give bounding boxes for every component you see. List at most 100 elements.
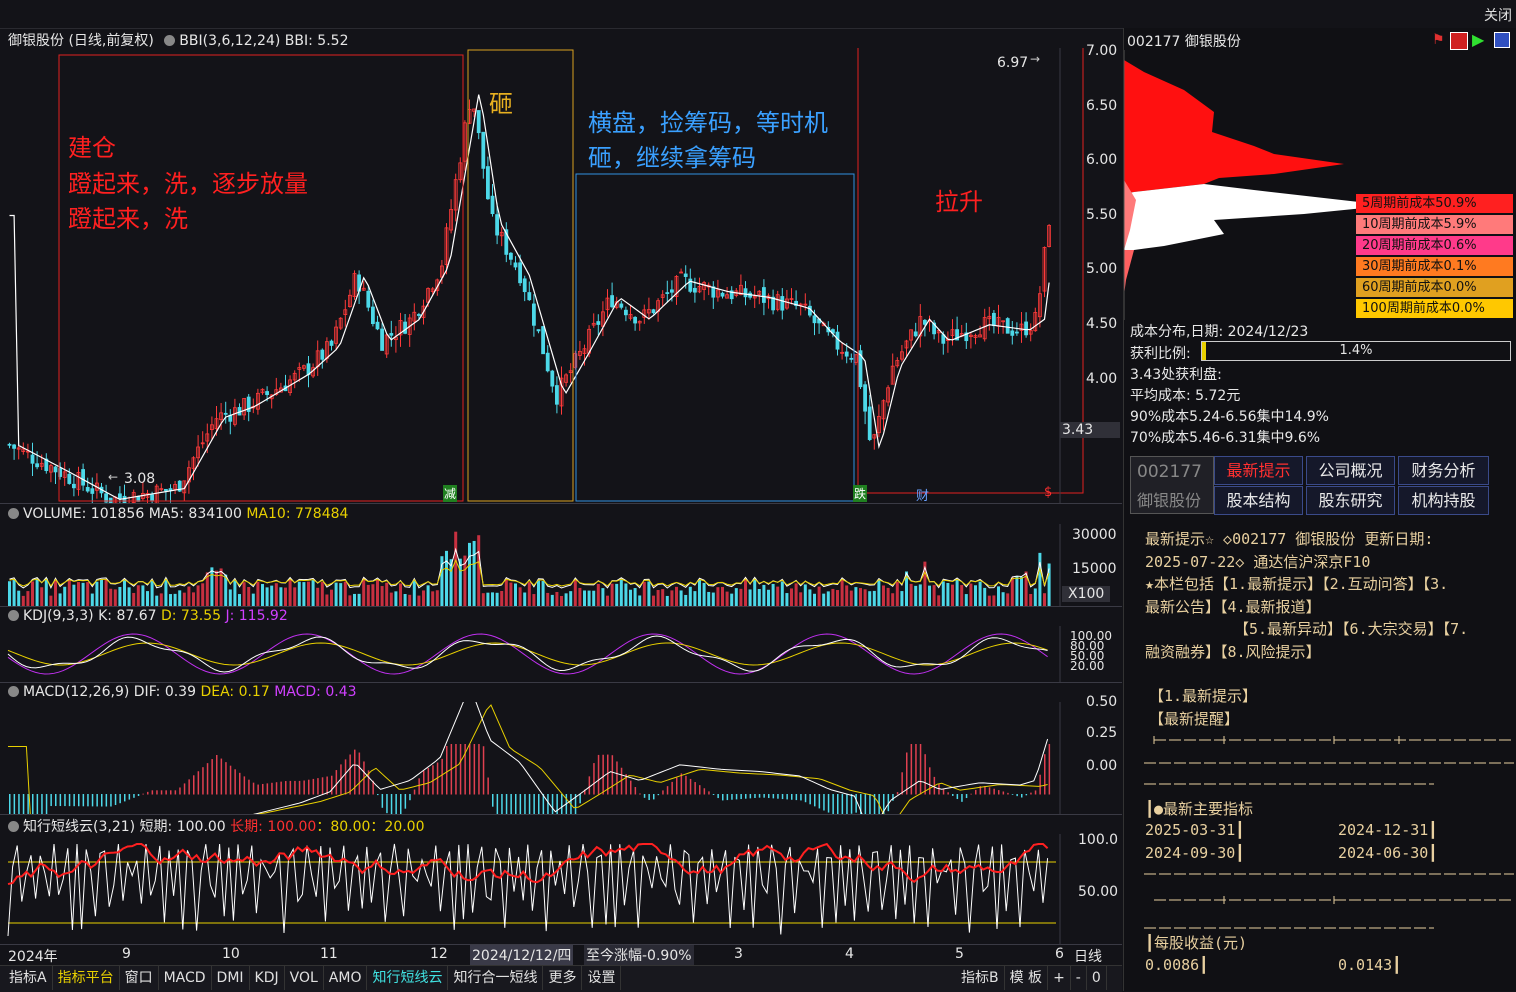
play-icon[interactable]: ▶ [1472,30,1485,49]
f10-line: 融资融券】【8.风险提示】 [1145,643,1321,661]
tab-more[interactable]: 更多 [543,966,583,990]
f10-latest-button[interactable]: 最新提示 [1214,456,1303,485]
candle [762,287,766,303]
candle [844,351,849,357]
indicator-toggle-icon[interactable] [8,821,19,832]
macd-bar [478,744,480,795]
volume-bar [215,570,218,606]
tab-amo[interactable]: AMO [324,966,368,990]
candle [1010,330,1015,336]
time-tick: 5 [955,946,964,962]
volume-bar [21,595,25,606]
candle [973,335,978,338]
tab-indicator-platform[interactable]: 指标平台 [53,966,120,990]
tab-indicator-b[interactable]: 指标B [956,966,1005,990]
volume-bar [136,585,140,606]
indicator-toggle-icon[interactable] [8,686,19,697]
cost-distribution-chart[interactable] [1124,50,1364,320]
candle [982,317,987,340]
macd-bar [634,787,637,795]
f10-holders-button[interactable]: 股东研究 [1306,486,1395,515]
time-axis: 2024年 9 10 11 12 2024/12/12/四 至今涨幅-0.90%… [0,945,1122,965]
macd-bar [979,786,982,795]
chart-area[interactable]: 御银股份 (日线,前复权) BBI(3,6,12,24) BBI: 5.52 7… [0,28,1122,965]
event-fin[interactable]: 财 [916,489,930,504]
macd-bar [712,794,715,795]
tab-indicator-a[interactable]: 指标A [4,966,53,990]
flag-icon[interactable]: ⚑ [1432,32,1445,48]
candle [118,493,122,500]
volume-bar [592,590,596,606]
period-label[interactable]: 日线 [1074,949,1102,965]
tab-settings[interactable]: 设置 [582,966,622,990]
volume-bar [721,586,724,606]
f10-company-button[interactable]: 公司概况 [1306,456,1395,485]
macd-bar [202,767,204,795]
tab-zhixing-short[interactable]: 知行合一短线 [448,966,544,990]
volume-bar [679,590,683,606]
volume-bar [242,582,246,606]
f10-equity-button[interactable]: 股本结构 [1214,486,1303,515]
close-button[interactable]: 关闭 [1484,8,1512,24]
macd-bar [78,794,80,807]
zoom-in-button[interactable]: + [1048,966,1071,990]
volume-bar [624,583,628,606]
tab-kdj[interactable]: KDJ [250,966,285,990]
cloud-chart[interactable] [0,834,1122,944]
volume-bar [123,579,126,606]
kdj-tick: 80.00 [1070,639,1105,653]
volume-bar [270,585,274,606]
volume-bar [1038,552,1042,606]
macd-bar [427,768,430,795]
candle [955,329,959,341]
volume-bar [357,593,361,606]
tab-template[interactable]: 模 板 [1005,966,1049,990]
kdj-name: KDJ(9,3,3) [23,608,94,624]
tab-window[interactable]: 窗口 [120,966,159,990]
volume-bar [132,592,136,606]
f10-institution-button[interactable]: 机构持股 [1398,486,1489,515]
candle [196,446,201,459]
volume-bar [707,591,711,606]
macd-chart[interactable] [0,702,1122,814]
tab-macd[interactable]: MACD [159,966,212,990]
volume-chart[interactable] [0,524,1122,606]
macd-bar [381,794,384,808]
volume-bar [72,584,76,606]
candle [688,278,693,292]
volume-bar [376,579,379,606]
event-reduce[interactable]: 减 [443,485,458,502]
bbi-indicator: BBI(3,6,12,24) [179,33,281,49]
indicator-toggle-icon[interactable] [8,610,19,621]
candle [950,329,955,336]
volume-bar [146,591,149,606]
volume-bar [767,589,770,606]
volume-bar [693,591,697,606]
candle [7,443,12,446]
event-fall[interactable]: 跌 [853,485,868,502]
volume-bar [675,586,678,606]
time-tick: 3 [734,946,743,962]
macd-bar [795,794,798,801]
zoom-out-button[interactable]: - [1071,966,1087,990]
indicator-toggle-icon[interactable] [164,35,176,46]
cost-toggle-icon[interactable] [1450,32,1468,50]
price-chart[interactable] [0,48,1122,504]
tab-dmi[interactable]: DMI [212,966,250,990]
kdj-chart[interactable] [0,626,1122,682]
volume-bar [35,578,39,606]
macd-bar [919,744,922,795]
reset-button[interactable]: 0 [1087,966,1107,990]
macd-bar [68,794,71,807]
f10-finance-button[interactable]: 财务分析 [1398,456,1489,485]
candle [255,392,260,410]
event-s[interactable]: $ [1044,485,1053,500]
macd-bar [892,794,894,801]
macd-bar [170,790,172,795]
indicator-toggle-icon[interactable] [8,508,19,519]
tab-vol[interactable]: VOL [285,966,324,990]
volume-bar [532,594,536,606]
calculator-icon[interactable] [1494,32,1510,48]
tab-zhixing-cloud[interactable]: 知行短线云 [367,966,449,990]
candle [12,444,17,449]
